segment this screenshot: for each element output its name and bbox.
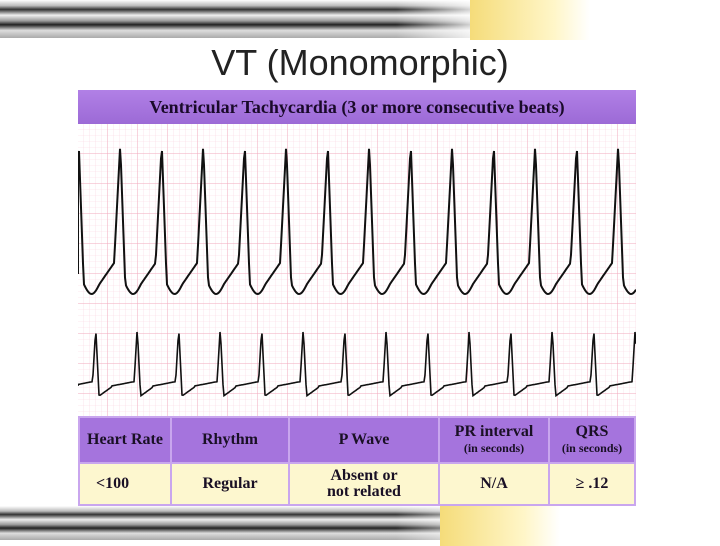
ecg-figure: Ventricular Tachycardia (3 or more conse…: [78, 90, 636, 506]
table-header-row: Heart Rate Rhythm P Wave PR interval (in …: [78, 416, 636, 464]
decorative-bottom-band: [0, 506, 720, 540]
value-pr-interval: N/A: [438, 462, 550, 506]
value-rhythm: Regular: [170, 462, 290, 506]
decorative-top-band: [0, 0, 720, 38]
ecg-strip: [78, 124, 636, 416]
decorative-gold-accent: [440, 506, 560, 546]
criteria-table: Heart Rate Rhythm P Wave PR interval (in …: [78, 416, 636, 506]
value-heart-rate: <100: [78, 462, 172, 506]
slide-title: VT (Monomorphic): [211, 42, 509, 83]
header-p-wave: P Wave: [288, 416, 440, 464]
header-rhythm: Rhythm: [170, 416, 290, 464]
header-heart-rate: Heart Rate: [78, 416, 172, 464]
table-value-row: <100 Regular Absent or not related N/A ≥…: [78, 462, 636, 506]
header-qrs: QRS (in seconds): [548, 416, 636, 464]
header-pr-interval: PR interval (in seconds): [438, 416, 550, 464]
ecg-trace-lead-2: [78, 331, 636, 398]
value-p-wave: Absent or not related: [288, 462, 440, 506]
decorative-gold-accent: [470, 0, 590, 40]
value-qrs: ≥ .12: [548, 462, 636, 506]
ecg-trace-lead-1: [78, 148, 636, 296]
strip-header: Ventricular Tachycardia (3 or more conse…: [78, 90, 636, 124]
